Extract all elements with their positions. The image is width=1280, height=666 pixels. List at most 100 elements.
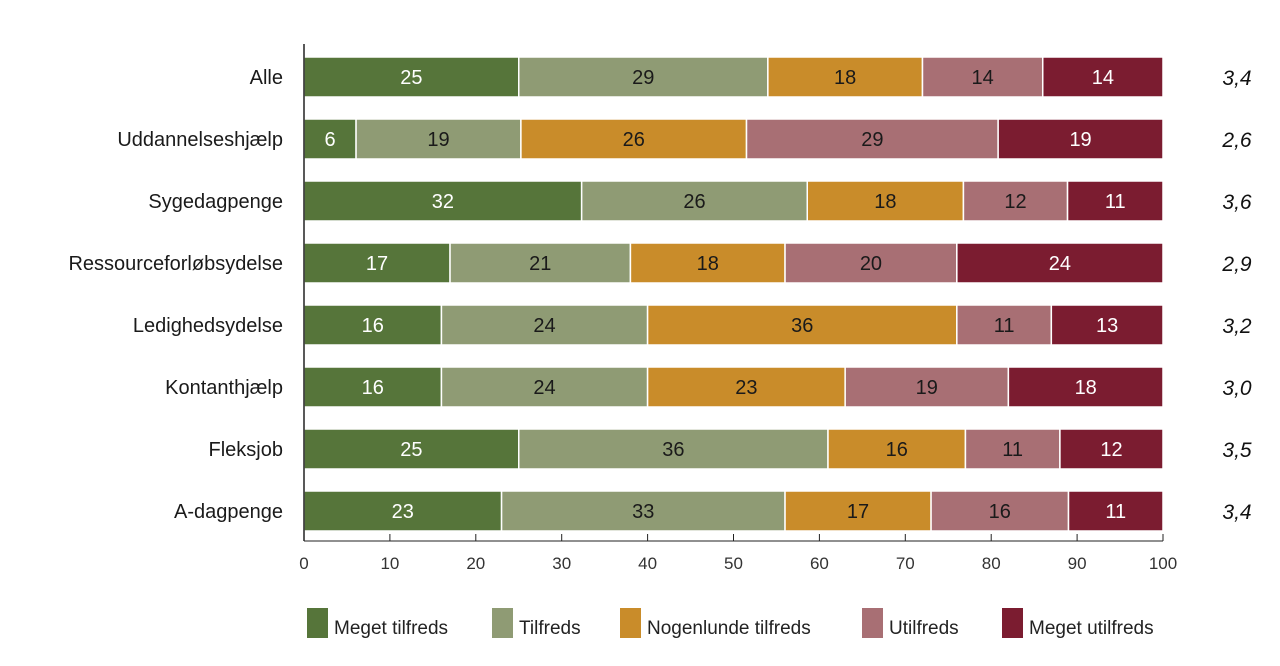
data-label: 18 xyxy=(1075,377,1097,399)
x-tick-label: 10 xyxy=(380,554,399,573)
data-label: 36 xyxy=(662,439,684,461)
x-tick-label: 0 xyxy=(299,554,308,573)
bar-row: Ledighedsydelse 16 24 36 11 13 3,2 xyxy=(133,304,1252,346)
bar-segment xyxy=(303,304,443,346)
x-tick-label: 100 xyxy=(1149,554,1177,573)
data-label: 26 xyxy=(683,191,705,213)
legend-item: Utilfreds xyxy=(862,608,959,639)
data-label: 20 xyxy=(860,253,882,275)
x-tick-label: 30 xyxy=(552,554,571,573)
right-value: 3,6 xyxy=(1222,191,1252,214)
bar-segment xyxy=(844,366,1010,408)
bar-segment xyxy=(518,56,769,98)
data-label: 18 xyxy=(874,191,896,213)
legend: Meget tilfreds Tilfreds Nogenlunde tilfred… xyxy=(307,608,1154,639)
data-label: 24 xyxy=(533,377,555,399)
bar-segment xyxy=(580,180,809,222)
data-label: 26 xyxy=(623,129,645,151)
data-label: 19 xyxy=(916,377,938,399)
data-label: 13 xyxy=(1096,315,1118,337)
data-label: 32 xyxy=(432,191,454,213)
bar-row: Ressourceforløbsydelse 17 21 18 20 24 2,9 xyxy=(68,242,1252,284)
category-label: A-dagpenge xyxy=(174,501,283,523)
data-label: 19 xyxy=(427,129,449,151)
legend-label: Utilfreds xyxy=(889,618,959,639)
legend-item: Meget utilfreds xyxy=(1002,608,1154,639)
bar-segment xyxy=(520,118,748,160)
x-axis: 0 10 20 30 40 50 60 70 80 90 100 xyxy=(299,44,1177,573)
bar-row: Uddannelseshjælp 6 19 26 29 19 2,6 xyxy=(117,118,1252,160)
data-label: 25 xyxy=(400,67,422,89)
x-tick-label: 50 xyxy=(724,554,743,573)
category-label: Uddannelseshjælp xyxy=(117,129,283,151)
category-label: Ressourceforløbsydelse xyxy=(68,253,283,275)
bar-row: Alle 25 29 18 14 14 3,4 xyxy=(250,56,1252,98)
category-label: Ledighedsydelse xyxy=(133,315,283,337)
legend-swatch xyxy=(862,608,883,638)
data-label: 16 xyxy=(362,315,384,337)
bar-segment xyxy=(1059,428,1164,470)
bar-segment xyxy=(1007,366,1164,408)
data-label: 18 xyxy=(697,253,719,275)
bar-segment xyxy=(303,56,520,98)
bar-row: Fleksjob 25 36 16 11 12 3,5 xyxy=(209,428,1252,470)
right-value: 3,4 xyxy=(1222,67,1251,90)
x-tick-label: 60 xyxy=(810,554,829,573)
data-label: 24 xyxy=(533,315,555,337)
data-label: 33 xyxy=(632,501,654,523)
bar-segment xyxy=(303,490,503,532)
bar-segment xyxy=(629,242,786,284)
data-label: 11 xyxy=(994,315,1015,337)
category-label: Kontanthjælp xyxy=(165,377,283,399)
bar-segment xyxy=(646,366,846,408)
legend-label: Meget tilfreds xyxy=(334,618,448,639)
data-label: 6 xyxy=(324,129,335,151)
legend-swatch xyxy=(307,608,328,638)
category-label: Alle xyxy=(250,67,283,89)
legend-item: Tilfreds xyxy=(492,608,581,639)
data-label: 18 xyxy=(834,67,856,89)
right-value: 3,0 xyxy=(1222,377,1252,400)
x-tick-label: 80 xyxy=(982,554,1001,573)
legend-label: Nogenlunde tilfreds xyxy=(647,618,811,639)
bar-row: Sygedagpenge 32 26 18 12 11 3,6 xyxy=(148,180,1252,222)
data-label: 17 xyxy=(366,253,388,275)
bar-segment xyxy=(440,304,649,346)
data-label: 23 xyxy=(735,377,757,399)
bar-segment xyxy=(1050,304,1164,346)
bar-segment xyxy=(964,428,1061,470)
bar-segment xyxy=(1041,56,1164,98)
x-tick-label: 40 xyxy=(638,554,657,573)
bar-segment xyxy=(962,180,1069,222)
bar-segment xyxy=(440,366,649,408)
bar-segment xyxy=(500,490,786,532)
right-value: 3,5 xyxy=(1222,439,1252,462)
legend-swatch xyxy=(1002,608,1023,638)
data-label: 12 xyxy=(1100,439,1122,461)
bar-segment xyxy=(784,242,958,284)
bar-segment xyxy=(355,118,522,160)
bar-segment xyxy=(997,118,1164,160)
bar-segment xyxy=(956,242,1164,284)
x-tick-label: 90 xyxy=(1068,554,1087,573)
data-label: 16 xyxy=(362,377,384,399)
data-label: 11 xyxy=(1002,439,1023,461)
category-label: Sygedagpenge xyxy=(148,191,283,213)
bar-segment xyxy=(767,56,924,98)
data-label: 11 xyxy=(1105,191,1126,213)
data-label: 24 xyxy=(1049,253,1071,275)
data-label: 19 xyxy=(1069,129,1091,151)
data-label: 29 xyxy=(632,67,654,89)
data-label: 36 xyxy=(791,315,813,337)
data-label: 11 xyxy=(1105,501,1126,523)
data-label: 14 xyxy=(1092,67,1114,89)
data-label: 21 xyxy=(529,253,551,275)
data-label: 25 xyxy=(400,439,422,461)
right-value: 3,2 xyxy=(1222,315,1252,338)
legend-swatch xyxy=(492,608,513,638)
bar-segment xyxy=(784,490,932,532)
bar-segment xyxy=(449,242,632,284)
data-label: 17 xyxy=(847,501,869,523)
data-label: 12 xyxy=(1004,191,1026,213)
